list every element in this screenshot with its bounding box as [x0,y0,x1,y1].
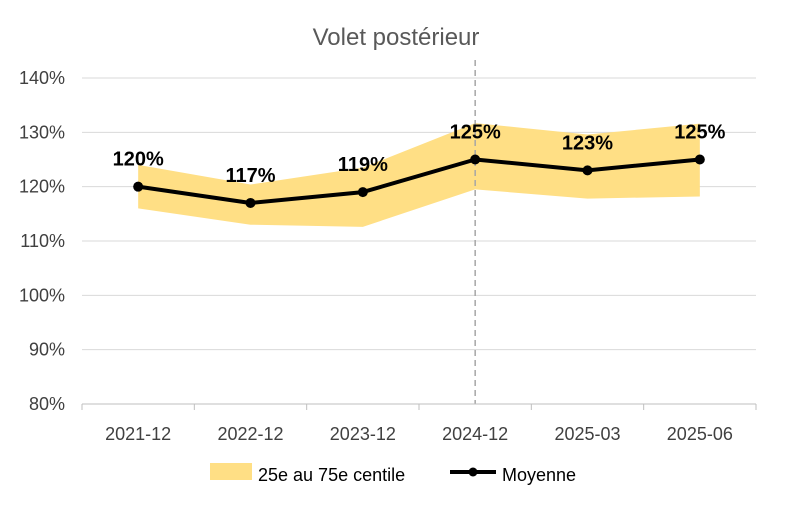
y-tick-labels: 80% 90% 100% 110% 120% 130% 140% [19,68,65,414]
series-point [133,181,144,192]
y-tick-label: 120% [19,177,65,197]
x-tick-label: 2023-12 [330,424,396,444]
x-tick-label: 2022-12 [217,424,283,444]
data-label: 119% [338,154,388,176]
x-tick-label: 2021-12 [105,424,171,444]
series-point [694,154,705,165]
series-moyenne [133,154,705,208]
data-labels: 120% 117% 119% 125% 123% 125% [113,122,726,187]
data-label: 120% [113,149,164,171]
y-tick-label: 110% [20,231,65,251]
axes [81,403,757,410]
series-point [470,154,481,165]
series-point [357,187,368,198]
x-tick-label: 2025-06 [667,424,733,444]
data-label: 125% [674,122,725,144]
y-tick-label: 130% [19,122,65,142]
data-label: 125% [450,122,501,144]
x-tick-labels: 2021-12 2022-12 2023-12 2024-12 2025-03 2025-… [105,424,733,444]
x-tick-label: 2025-03 [554,424,620,444]
data-label: 123% [562,132,613,154]
series-point [245,197,256,208]
legend-label-band: 25e au 75e centile [258,465,405,485]
legend: 25e au 75e centile Moyenne [210,463,576,485]
y-tick-label: 100% [19,285,65,305]
series-point [582,165,593,176]
series-line [137,157,701,205]
y-tick-label: 80% [29,394,65,414]
data-label: 117% [225,165,275,187]
y-tick-label: 90% [29,340,65,360]
legend-label-moyenne: Moyenne [502,465,576,485]
chart-title: Volet postérieur [313,24,480,51]
legend-swatch-marker [468,467,478,477]
y-tick-label: 140% [19,68,65,88]
x-tick-label: 2024-12 [442,424,508,444]
legend-swatch-band [210,463,252,480]
